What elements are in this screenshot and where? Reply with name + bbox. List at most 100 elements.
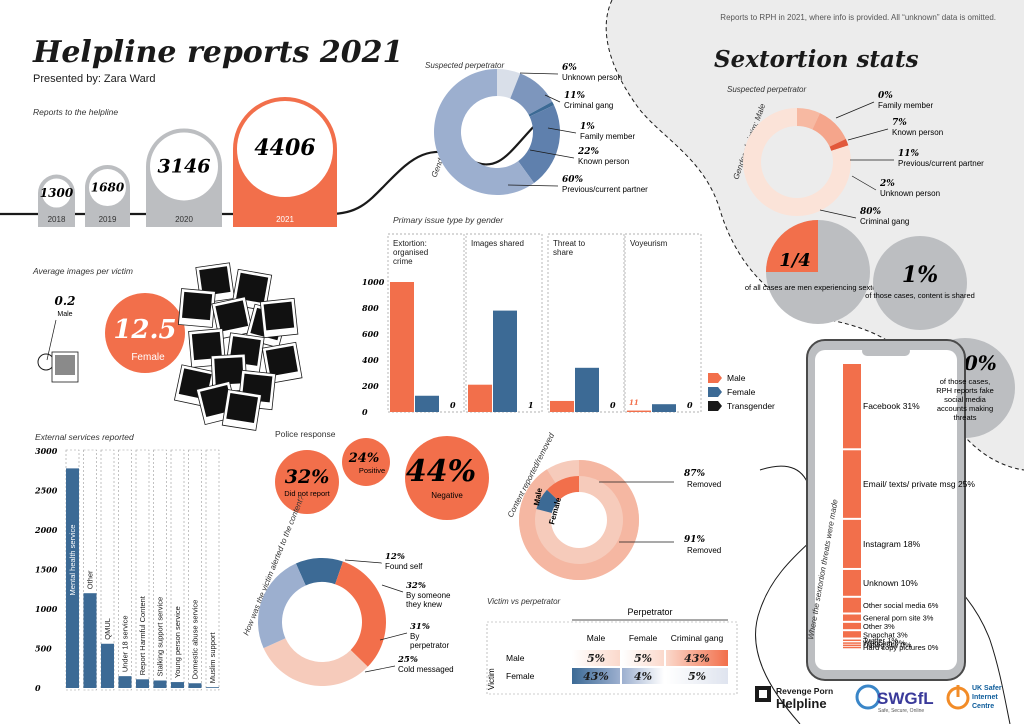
- services-bar: [101, 643, 114, 688]
- text-line: Images shared: [471, 239, 524, 248]
- report-year-2019: 2019: [99, 215, 117, 224]
- photo-fill: [236, 272, 269, 304]
- services-label: Domestic abuse service: [191, 600, 200, 680]
- vvp-cell: [572, 668, 620, 684]
- voyeur-male-value: 11: [629, 398, 639, 407]
- female-images-value: 12.5: [113, 315, 176, 345]
- leader-line: [529, 149, 575, 159]
- swgfl-sub: Safe, Secure, Online: [878, 708, 924, 714]
- leader-line: [364, 665, 396, 673]
- report-bubble-2021: [237, 101, 333, 197]
- platform-bar: [843, 569, 861, 596]
- vvp-cell: [666, 650, 728, 666]
- uksic-line2: Internet: [972, 694, 998, 701]
- reports-bars: 1300 2018 1680 2019 3146 2020 4406 2021: [38, 97, 337, 227]
- services-slot: [135, 449, 150, 691]
- platform-bar: [843, 597, 861, 613]
- slice-pct: 11%: [564, 91, 586, 101]
- text-line: By: [410, 632, 419, 641]
- vvp-row-name: Female: [506, 671, 535, 681]
- text-line: accounts making: [937, 404, 993, 413]
- uksic-line3: Centre: [972, 703, 994, 710]
- female-perp-donut: 6%Unknown person 11%Criminal gang 1%Family…: [433, 63, 648, 196]
- vvp-column: Criminal gang: [671, 633, 724, 643]
- vvp-row-name: Male: [506, 653, 525, 663]
- leader-line: [835, 101, 875, 119]
- slice-pct: 0%: [878, 91, 893, 101]
- text-line: organised: [393, 248, 428, 257]
- donut-slice: [528, 101, 555, 117]
- text-line: of those cases,: [940, 377, 990, 386]
- female-ring-segment: [536, 489, 559, 513]
- alerted-slice: [263, 638, 368, 686]
- police-negative-label: Negative: [431, 491, 463, 500]
- police-negative-pct: 44%: [406, 454, 476, 489]
- services-bar: [136, 679, 149, 688]
- ring-name-male: Male: [532, 487, 544, 507]
- platform-label: Snapchat 3%: [863, 630, 908, 639]
- services-slot: [153, 449, 167, 691]
- services-bar: [206, 687, 219, 688]
- female-images-circle: [105, 293, 185, 373]
- text-line: social media: [944, 395, 987, 404]
- services-ytick: 1500: [35, 565, 58, 575]
- slice-pct: 11%: [898, 149, 920, 159]
- alerted-pct: 32%: [406, 581, 426, 591]
- male-perp-title: Suspected perpetrator: [727, 85, 806, 94]
- services-bar: [66, 468, 79, 688]
- issue-bar-female: [415, 395, 439, 412]
- vvp-cell-value: 5%: [587, 652, 605, 665]
- victim-perpetrator-table: Perpetrator Victim Male Female Criminal gang…: [486, 607, 738, 695]
- legend-label: Male: [727, 373, 746, 383]
- platform-bar: [843, 622, 861, 630]
- slice-pct: 2%: [879, 179, 895, 189]
- legend-swatch: [708, 387, 722, 397]
- leader-line: [544, 94, 561, 103]
- phone-illustration: Where the sextortion threats were made F…: [755, 339, 1011, 724]
- report-bubble-2019: [89, 169, 126, 207]
- sextortion-title: Sextortion stats: [714, 46, 919, 73]
- photo-fill: [263, 301, 295, 331]
- text-line: perpetrator: [410, 641, 449, 650]
- female-images-label: Female: [131, 352, 165, 363]
- platform-label: Dating site 0%: [863, 641, 912, 650]
- donut-slice: [797, 108, 820, 130]
- donut-slice: [497, 69, 521, 99]
- slice-label: Family member: [580, 132, 635, 141]
- text-line: crime: [393, 257, 413, 266]
- slice-label: Known person: [578, 157, 629, 166]
- services-bar: [118, 676, 132, 688]
- vvp-col-header: Perpetrator: [627, 607, 672, 617]
- donut-slice: [743, 108, 851, 217]
- services-label: Under 18 service: [121, 615, 130, 672]
- rph-line1: Revenge Porn: [776, 686, 833, 696]
- slice-pct: 7%: [892, 118, 907, 128]
- text-line: Cold messaged: [398, 665, 454, 674]
- alerted-label: Found self: [385, 562, 423, 571]
- platform-bar: [843, 642, 861, 644]
- slice-label: Criminal gang: [564, 101, 613, 110]
- logos: Revenge Porn Helpline SWGfL Safe, Secure…: [755, 684, 1002, 714]
- services-ytick: 3000: [35, 446, 58, 456]
- vvp-cell-value: 4%: [634, 670, 652, 683]
- slice-label: Known person: [892, 128, 943, 137]
- leader-line: [507, 184, 559, 187]
- leader-line: [547, 127, 577, 134]
- vvp-cell-value: 5%: [634, 652, 652, 665]
- police-title: Police response: [275, 429, 336, 439]
- vvp-column: Male: [587, 633, 606, 643]
- slice-label: Family member: [878, 101, 933, 110]
- alerted-pct: 12%: [385, 552, 405, 562]
- vvp-title: Victim vs perpetrator: [487, 597, 561, 606]
- issue-title: Primary issue type by gender: [393, 215, 504, 225]
- police-dnr-label: Did not report: [284, 489, 330, 498]
- services-label: Stalking support service: [156, 597, 165, 677]
- photo-pile-icon: [173, 262, 303, 431]
- services-ytick: 1000: [35, 604, 58, 614]
- issue-ytick: 200: [361, 381, 379, 391]
- police-positive-pct: 24%: [348, 451, 379, 466]
- slice-pct: 1%: [580, 122, 595, 132]
- report-bubble-2020: [150, 132, 218, 201]
- platform-bar: [843, 646, 861, 649]
- platform-bar: [843, 644, 861, 647]
